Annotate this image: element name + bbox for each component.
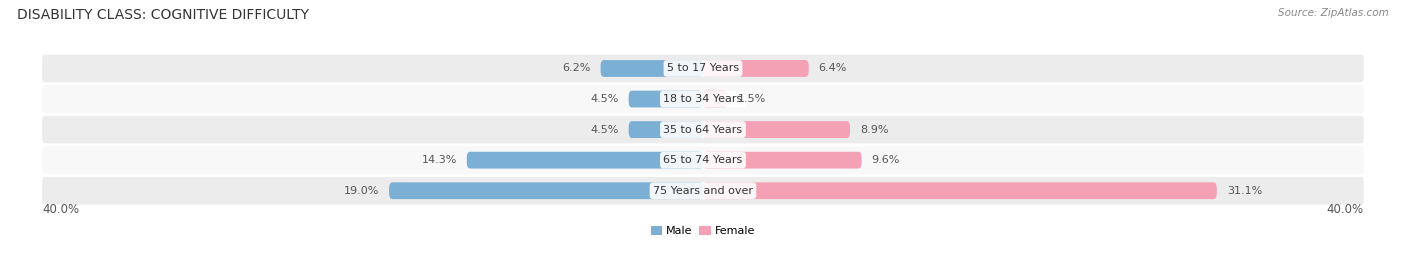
FancyBboxPatch shape [628,121,703,138]
Text: 8.9%: 8.9% [860,124,889,135]
Text: 4.5%: 4.5% [591,124,619,135]
Text: 4.5%: 4.5% [591,94,619,104]
Text: 19.0%: 19.0% [344,186,380,196]
Text: 31.1%: 31.1% [1226,186,1263,196]
FancyBboxPatch shape [389,182,703,199]
Text: 14.3%: 14.3% [422,155,457,165]
FancyBboxPatch shape [628,91,703,107]
FancyBboxPatch shape [42,85,1364,113]
FancyBboxPatch shape [42,116,1364,143]
Text: Source: ZipAtlas.com: Source: ZipAtlas.com [1278,8,1389,18]
FancyBboxPatch shape [42,177,1364,204]
FancyBboxPatch shape [703,121,851,138]
Text: 40.0%: 40.0% [1327,203,1364,216]
Text: 75 Years and over: 75 Years and over [652,186,754,196]
Text: 5 to 17 Years: 5 to 17 Years [666,63,740,73]
Text: 35 to 64 Years: 35 to 64 Years [664,124,742,135]
Text: 6.4%: 6.4% [818,63,846,73]
Text: 9.6%: 9.6% [872,155,900,165]
FancyBboxPatch shape [703,152,862,168]
Text: 40.0%: 40.0% [42,203,79,216]
Text: 6.2%: 6.2% [562,63,591,73]
FancyBboxPatch shape [42,55,1364,82]
FancyBboxPatch shape [600,60,703,77]
FancyBboxPatch shape [467,152,703,168]
FancyBboxPatch shape [703,60,808,77]
Text: 1.5%: 1.5% [738,94,766,104]
FancyBboxPatch shape [703,182,1216,199]
Text: DISABILITY CLASS: COGNITIVE DIFFICULTY: DISABILITY CLASS: COGNITIVE DIFFICULTY [17,8,309,22]
FancyBboxPatch shape [703,91,728,107]
FancyBboxPatch shape [42,146,1364,174]
Text: 65 to 74 Years: 65 to 74 Years [664,155,742,165]
Legend: Male, Female: Male, Female [647,222,759,241]
Text: 18 to 34 Years: 18 to 34 Years [664,94,742,104]
